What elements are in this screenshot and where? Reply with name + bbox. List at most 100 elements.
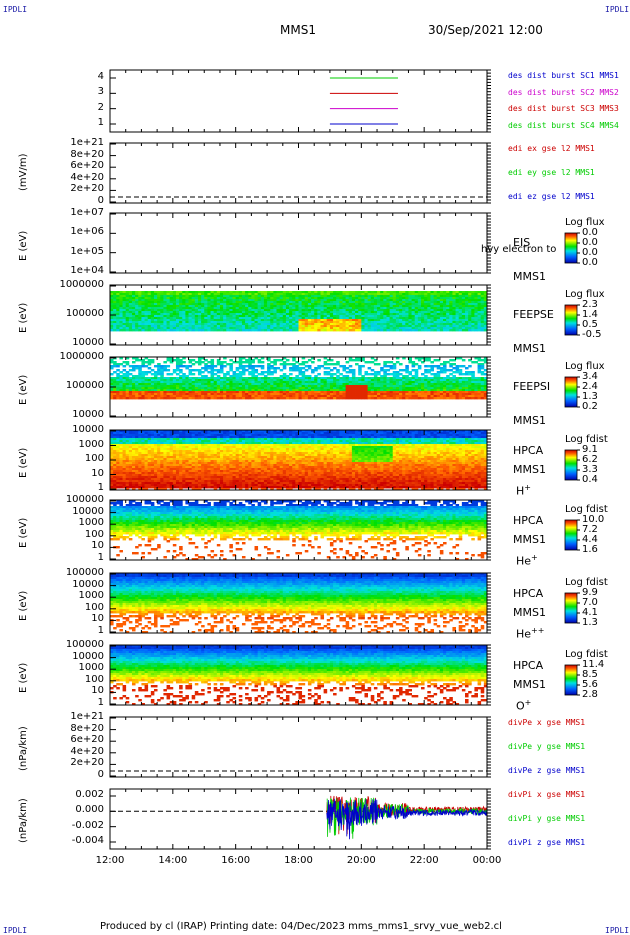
spectrogram-cell: [267, 397, 271, 400]
spectrogram-cell: [207, 303, 211, 306]
spectrogram-cell: [235, 369, 240, 372]
spectrogram-cell: [144, 315, 149, 318]
spectrogram-cell: [185, 389, 189, 392]
spectrogram-cell: [241, 325, 246, 328]
spectrogram-cell: [458, 389, 463, 392]
spectrogram-cell: [427, 313, 431, 316]
spectrogram-cell: [411, 387, 416, 390]
spectrogram-cell: [443, 293, 447, 296]
spectrogram-cell: [185, 305, 189, 308]
spectrogram-cell: [373, 293, 378, 296]
spectrogram-cell: [443, 381, 447, 384]
spectrogram-cell: [166, 321, 171, 324]
spectrogram-cell: [421, 379, 425, 382]
spectrogram-cell: [131, 321, 136, 324]
spectrogram-cell: [216, 291, 221, 294]
spectrogram-cell: [172, 311, 177, 314]
spectrogram-cell: [141, 297, 145, 300]
spectrogram-cell: [436, 307, 441, 310]
spectrogram-cell: [314, 379, 318, 382]
spectrogram-cell: [207, 297, 211, 300]
spectrogram-cell: [483, 317, 488, 320]
spectrogram-cell: [216, 359, 221, 362]
spectrogram-cell: [424, 291, 428, 294]
spectrogram-cell: [351, 317, 356, 320]
spectrogram-cell: [223, 315, 227, 318]
spectrogram-cell: [383, 299, 387, 302]
spectrogram-cell: [216, 301, 221, 304]
spectrogram-cell: [285, 379, 290, 382]
spectrogram-cell: [188, 295, 193, 298]
spectrogram-cell: [465, 301, 469, 304]
spectrogram-cell: [317, 309, 321, 312]
spectrogram-cell: [128, 295, 133, 298]
spectrogram-cell: [436, 387, 441, 390]
spectrogram-cell: [191, 377, 196, 380]
spectrogram-cell: [320, 315, 325, 318]
spectrogram-cell: [245, 321, 249, 324]
spectrogram-cell: [175, 305, 180, 308]
spectrogram-cell: [197, 321, 202, 324]
spectrogram-cell: [116, 476, 120, 479]
spectrogram-cell: [449, 329, 453, 332]
spectrogram-cell: [295, 313, 299, 316]
spectrogram-cell: [263, 321, 268, 324]
spectrogram-cell: [446, 369, 450, 372]
spectrogram-cell: [119, 381, 123, 384]
spectrogram-cell: [377, 325, 381, 328]
spectrogram-cell: [392, 375, 397, 378]
spectrogram-cell: [449, 293, 453, 296]
spectrogram-cell: [458, 373, 463, 376]
spectrogram-cell: [480, 325, 485, 328]
spectrogram-cell: [477, 325, 482, 328]
spectrogram-cell: [339, 311, 343, 314]
spectrogram-cell: [439, 323, 444, 326]
spectrogram-cell: [483, 295, 488, 298]
spectrogram-cell: [314, 309, 318, 312]
spectrogram-cell: [179, 293, 183, 296]
spectrogram-cell: [317, 367, 321, 370]
spectrogram-cell: [465, 393, 469, 396]
spectrogram-cell: [119, 325, 123, 328]
spectrogram-cell: [380, 375, 384, 378]
spectrogram-cell: [254, 307, 259, 310]
spectrogram-cell: [399, 397, 403, 400]
spectrogram-cell: [219, 377, 224, 380]
spectrogram-cell: [439, 377, 444, 380]
spectrogram-cell: [443, 291, 447, 294]
spectrogram-cell: [339, 389, 343, 392]
spectrogram-cell: [408, 307, 412, 310]
spectrogram-cell: [263, 381, 268, 384]
spectrogram-cell: [304, 323, 309, 326]
spectrogram-cell: [427, 315, 431, 318]
spectrogram-cell: [386, 295, 391, 298]
spectrogram-cell: [223, 291, 227, 294]
spectrogram-cell: [141, 305, 145, 308]
spectrogram-cell: [232, 309, 237, 312]
spectrogram-cell: [110, 434, 114, 437]
spectrogram-cell: [430, 301, 434, 304]
spectrogram-cell: [172, 323, 177, 326]
spectrogram-cell: [157, 311, 161, 314]
spectrogram-cell: [144, 295, 149, 298]
spectrogram-cell: [226, 291, 230, 294]
spectrogram-cell: [311, 385, 315, 388]
spectrogram-cell: [414, 327, 419, 330]
spectrogram-cell: [408, 371, 412, 374]
spectrogram-cell: [141, 381, 145, 384]
spectrogram-cell: [383, 373, 387, 376]
spectrogram-cell: [270, 299, 274, 302]
spectrogram-cell: [213, 393, 218, 396]
spectrogram-cell: [433, 309, 438, 312]
spectrogram-cell: [402, 315, 406, 318]
spectrogram-cell: [160, 389, 164, 392]
spectrogram-cell: [175, 381, 180, 384]
spectrogram-cell: [436, 327, 441, 330]
spectrogram-cell: [175, 365, 180, 368]
spectrogram-cell: [251, 311, 255, 314]
spectrogram-cell: [361, 301, 365, 304]
spectrogram-cell: [355, 315, 359, 318]
spectrogram-cell: [113, 470, 117, 473]
spectrogram-cell: [411, 397, 416, 400]
spectrogram-cell: [254, 309, 259, 312]
